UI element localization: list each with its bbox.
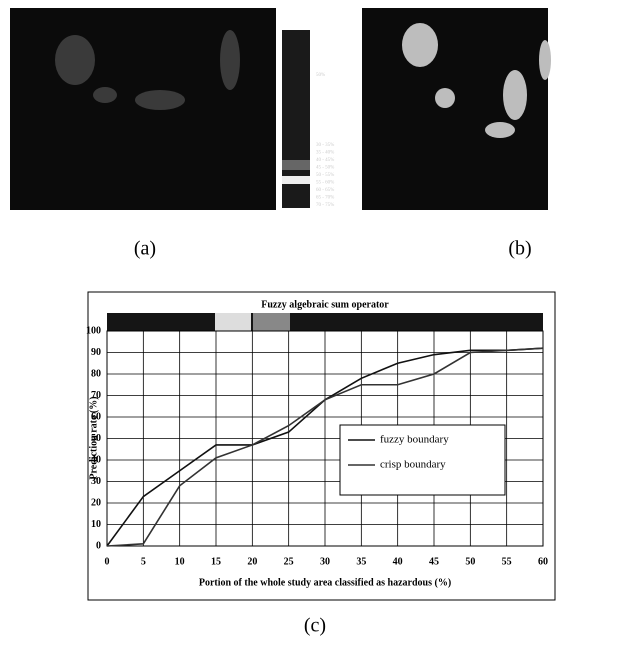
y-tick-label: 0	[96, 540, 101, 551]
chart-title: Fuzzy algebraic sum operator	[261, 299, 389, 310]
colorbar-label: 30 - 35%	[316, 143, 334, 148]
x-tick-label: 35	[356, 556, 366, 567]
x-tick-label: 50	[465, 556, 475, 567]
x-tick-label: 20	[247, 556, 257, 567]
y-tick-label: 50	[91, 433, 101, 444]
x-tick-label: 0	[105, 556, 110, 567]
y-tick-label: 10	[91, 519, 101, 530]
panel-caption: (b)	[508, 238, 531, 260]
map-texture-a	[55, 30, 240, 110]
colorbar-label: 50%	[316, 73, 325, 78]
y-tick-label: 40	[91, 454, 101, 465]
panel-caption: (a)	[134, 238, 156, 260]
y-tick-label: 70	[91, 390, 101, 401]
x-tick-label: 5	[141, 556, 146, 567]
legend-label: crisp boundary	[380, 459, 446, 471]
y-tick-label: 60	[91, 411, 101, 422]
x-tick-label: 55	[502, 556, 512, 567]
x-tick-label: 45	[429, 556, 439, 567]
y-tick-label: 100	[86, 325, 101, 336]
color-strip-band	[253, 313, 290, 331]
colorbar-label: 65 - 70%	[316, 196, 334, 201]
x-tick-label: 10	[175, 556, 185, 567]
x-tick-label: 60	[538, 556, 548, 567]
colorbar-label: 60 - 65%	[316, 188, 334, 193]
x-tick-label: 15	[211, 556, 221, 567]
colorbar-label: 35 - 40%	[316, 151, 334, 156]
x-tick-label: 25	[284, 556, 294, 567]
colorbar-label: 45 - 50%	[316, 166, 334, 171]
color-strip	[107, 313, 543, 331]
color-strip-band	[215, 313, 251, 331]
colorbar-band	[282, 176, 310, 184]
y-tick-label: 80	[91, 368, 101, 379]
legend-label: fuzzy boundary	[380, 434, 449, 446]
x-axis-title: Portion of the whole study area classifi…	[199, 577, 451, 588]
legend-box	[339, 424, 506, 496]
colorbar-band	[282, 160, 310, 170]
series-line	[106, 347, 544, 547]
y-tick-label: 90	[91, 347, 101, 358]
y-axis-title: Prediction rate (%)	[88, 396, 99, 479]
map-texture-b	[402, 23, 551, 138]
colorbar-label: 40 - 45%	[316, 158, 334, 163]
colorbar-label: 50 - 55%	[316, 173, 334, 178]
x-tick-label: 40	[393, 556, 403, 567]
colorbar-label: 70 - 75%	[316, 203, 334, 208]
colorbar-label: 55 - 60%	[316, 181, 334, 186]
x-tick-label: 30	[320, 556, 330, 567]
panel-caption: (c)	[304, 615, 326, 637]
y-tick-label: 30	[91, 476, 101, 487]
y-tick-label: 20	[91, 497, 101, 508]
